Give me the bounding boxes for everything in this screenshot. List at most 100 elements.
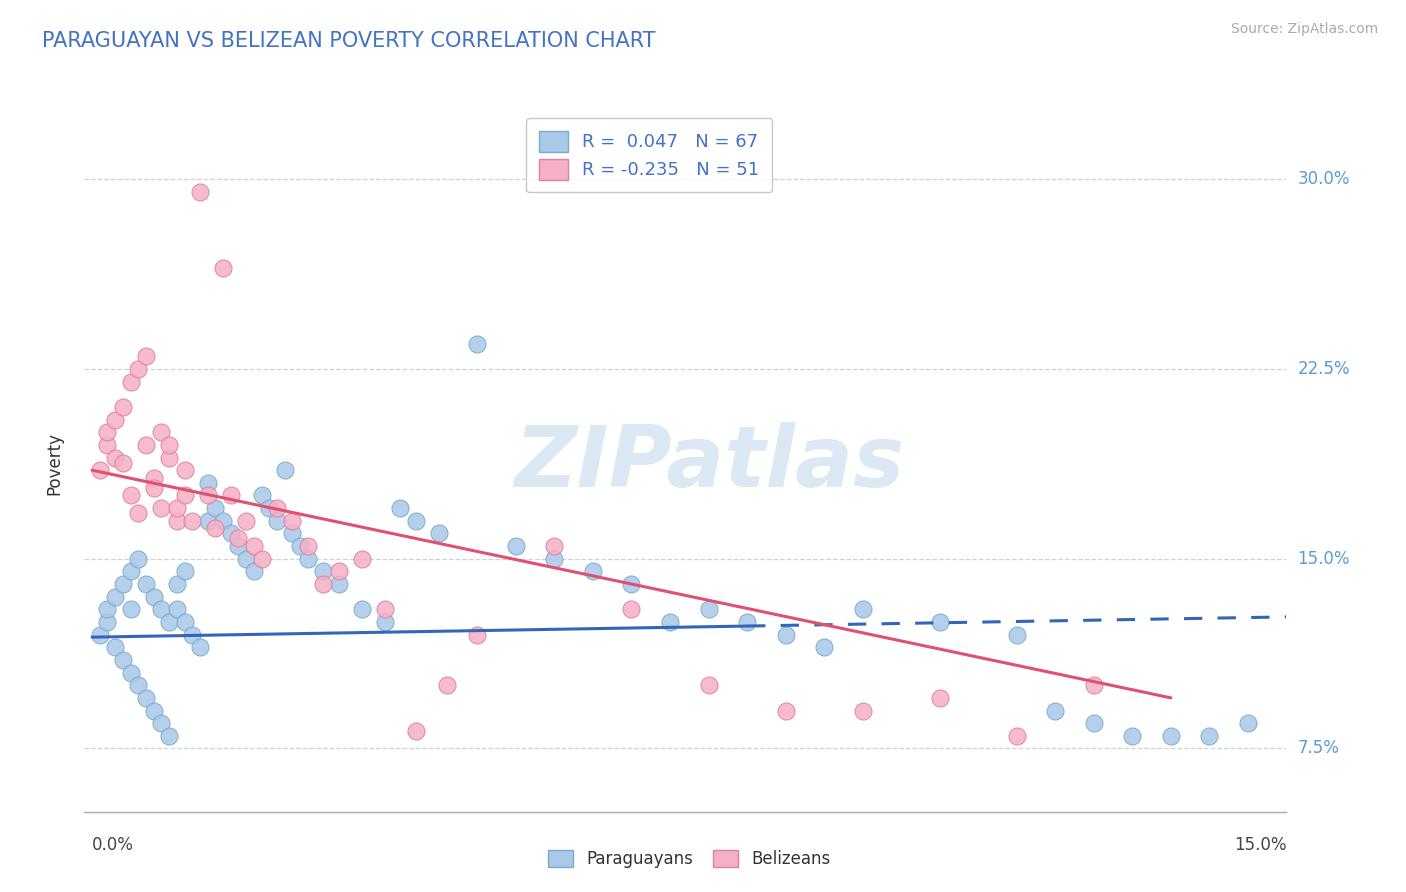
- Point: [350, 602, 373, 616]
- Point: [813, 640, 835, 655]
- Point: [928, 615, 950, 629]
- Point: [104, 640, 127, 655]
- Point: [89, 627, 111, 641]
- Point: [173, 565, 195, 579]
- Text: 7.5%: 7.5%: [1298, 739, 1340, 757]
- Point: [142, 590, 165, 604]
- Point: [135, 349, 157, 363]
- Point: [127, 506, 149, 520]
- Point: [374, 615, 396, 629]
- Point: [1121, 729, 1143, 743]
- Point: [135, 577, 157, 591]
- Point: [697, 678, 720, 692]
- Point: [166, 577, 188, 591]
- Point: [235, 514, 257, 528]
- Point: [1005, 627, 1028, 641]
- Point: [1045, 704, 1067, 718]
- Point: [173, 615, 195, 629]
- Point: [852, 704, 875, 718]
- Point: [96, 602, 118, 616]
- Point: [166, 501, 188, 516]
- Point: [173, 463, 195, 477]
- Point: [467, 336, 489, 351]
- Point: [281, 526, 304, 541]
- Point: [111, 653, 134, 667]
- Point: [775, 627, 797, 641]
- Point: [312, 577, 335, 591]
- Point: [543, 551, 565, 566]
- Point: [436, 678, 458, 692]
- Point: [543, 539, 565, 553]
- Point: [505, 539, 527, 553]
- Point: [150, 602, 173, 616]
- Text: 22.5%: 22.5%: [1298, 360, 1350, 378]
- Point: [104, 590, 127, 604]
- Point: [1005, 729, 1028, 743]
- Point: [297, 551, 319, 566]
- Point: [104, 412, 127, 426]
- Point: [250, 488, 273, 502]
- Point: [181, 627, 204, 641]
- Point: [89, 463, 111, 477]
- Point: [389, 501, 412, 516]
- Point: [228, 539, 250, 553]
- Point: [243, 565, 266, 579]
- Point: [150, 716, 173, 731]
- Point: [120, 375, 142, 389]
- Point: [852, 602, 875, 616]
- Point: [204, 521, 226, 535]
- Point: [197, 475, 219, 490]
- Legend: Paraguayans, Belizeans: Paraguayans, Belizeans: [541, 843, 837, 875]
- Point: [467, 627, 489, 641]
- Point: [157, 615, 180, 629]
- Point: [157, 729, 180, 743]
- Point: [259, 501, 281, 516]
- Point: [96, 425, 118, 440]
- Point: [120, 665, 142, 680]
- Point: [243, 539, 266, 553]
- Point: [188, 640, 211, 655]
- Point: [405, 514, 427, 528]
- Point: [219, 488, 242, 502]
- Point: [228, 532, 250, 546]
- Point: [1198, 729, 1220, 743]
- Point: [188, 185, 211, 199]
- Y-axis label: Poverty: Poverty: [45, 433, 63, 495]
- Point: [166, 602, 188, 616]
- Point: [1083, 716, 1105, 731]
- Text: 15.0%: 15.0%: [1234, 836, 1286, 854]
- Text: Source: ZipAtlas.com: Source: ZipAtlas.com: [1230, 22, 1378, 37]
- Point: [157, 450, 180, 465]
- Point: [212, 260, 235, 275]
- Text: 30.0%: 30.0%: [1298, 170, 1350, 188]
- Point: [142, 471, 165, 485]
- Point: [735, 615, 758, 629]
- Point: [219, 526, 242, 541]
- Point: [142, 704, 165, 718]
- Point: [427, 526, 450, 541]
- Point: [620, 602, 643, 616]
- Point: [120, 565, 142, 579]
- Text: ZIPatlas: ZIPatlas: [515, 422, 904, 506]
- Point: [96, 615, 118, 629]
- Point: [328, 565, 350, 579]
- Point: [266, 514, 288, 528]
- Point: [620, 577, 643, 591]
- Point: [173, 488, 195, 502]
- Point: [120, 602, 142, 616]
- Point: [150, 425, 173, 440]
- Point: [135, 690, 157, 705]
- Point: [1160, 729, 1182, 743]
- Point: [775, 704, 797, 718]
- Point: [659, 615, 682, 629]
- Point: [181, 514, 204, 528]
- Point: [312, 565, 335, 579]
- Point: [111, 456, 134, 470]
- Point: [212, 514, 235, 528]
- Point: [166, 514, 188, 528]
- Point: [197, 514, 219, 528]
- Point: [266, 501, 288, 516]
- Point: [1237, 716, 1260, 731]
- Point: [297, 539, 319, 553]
- Point: [274, 463, 297, 477]
